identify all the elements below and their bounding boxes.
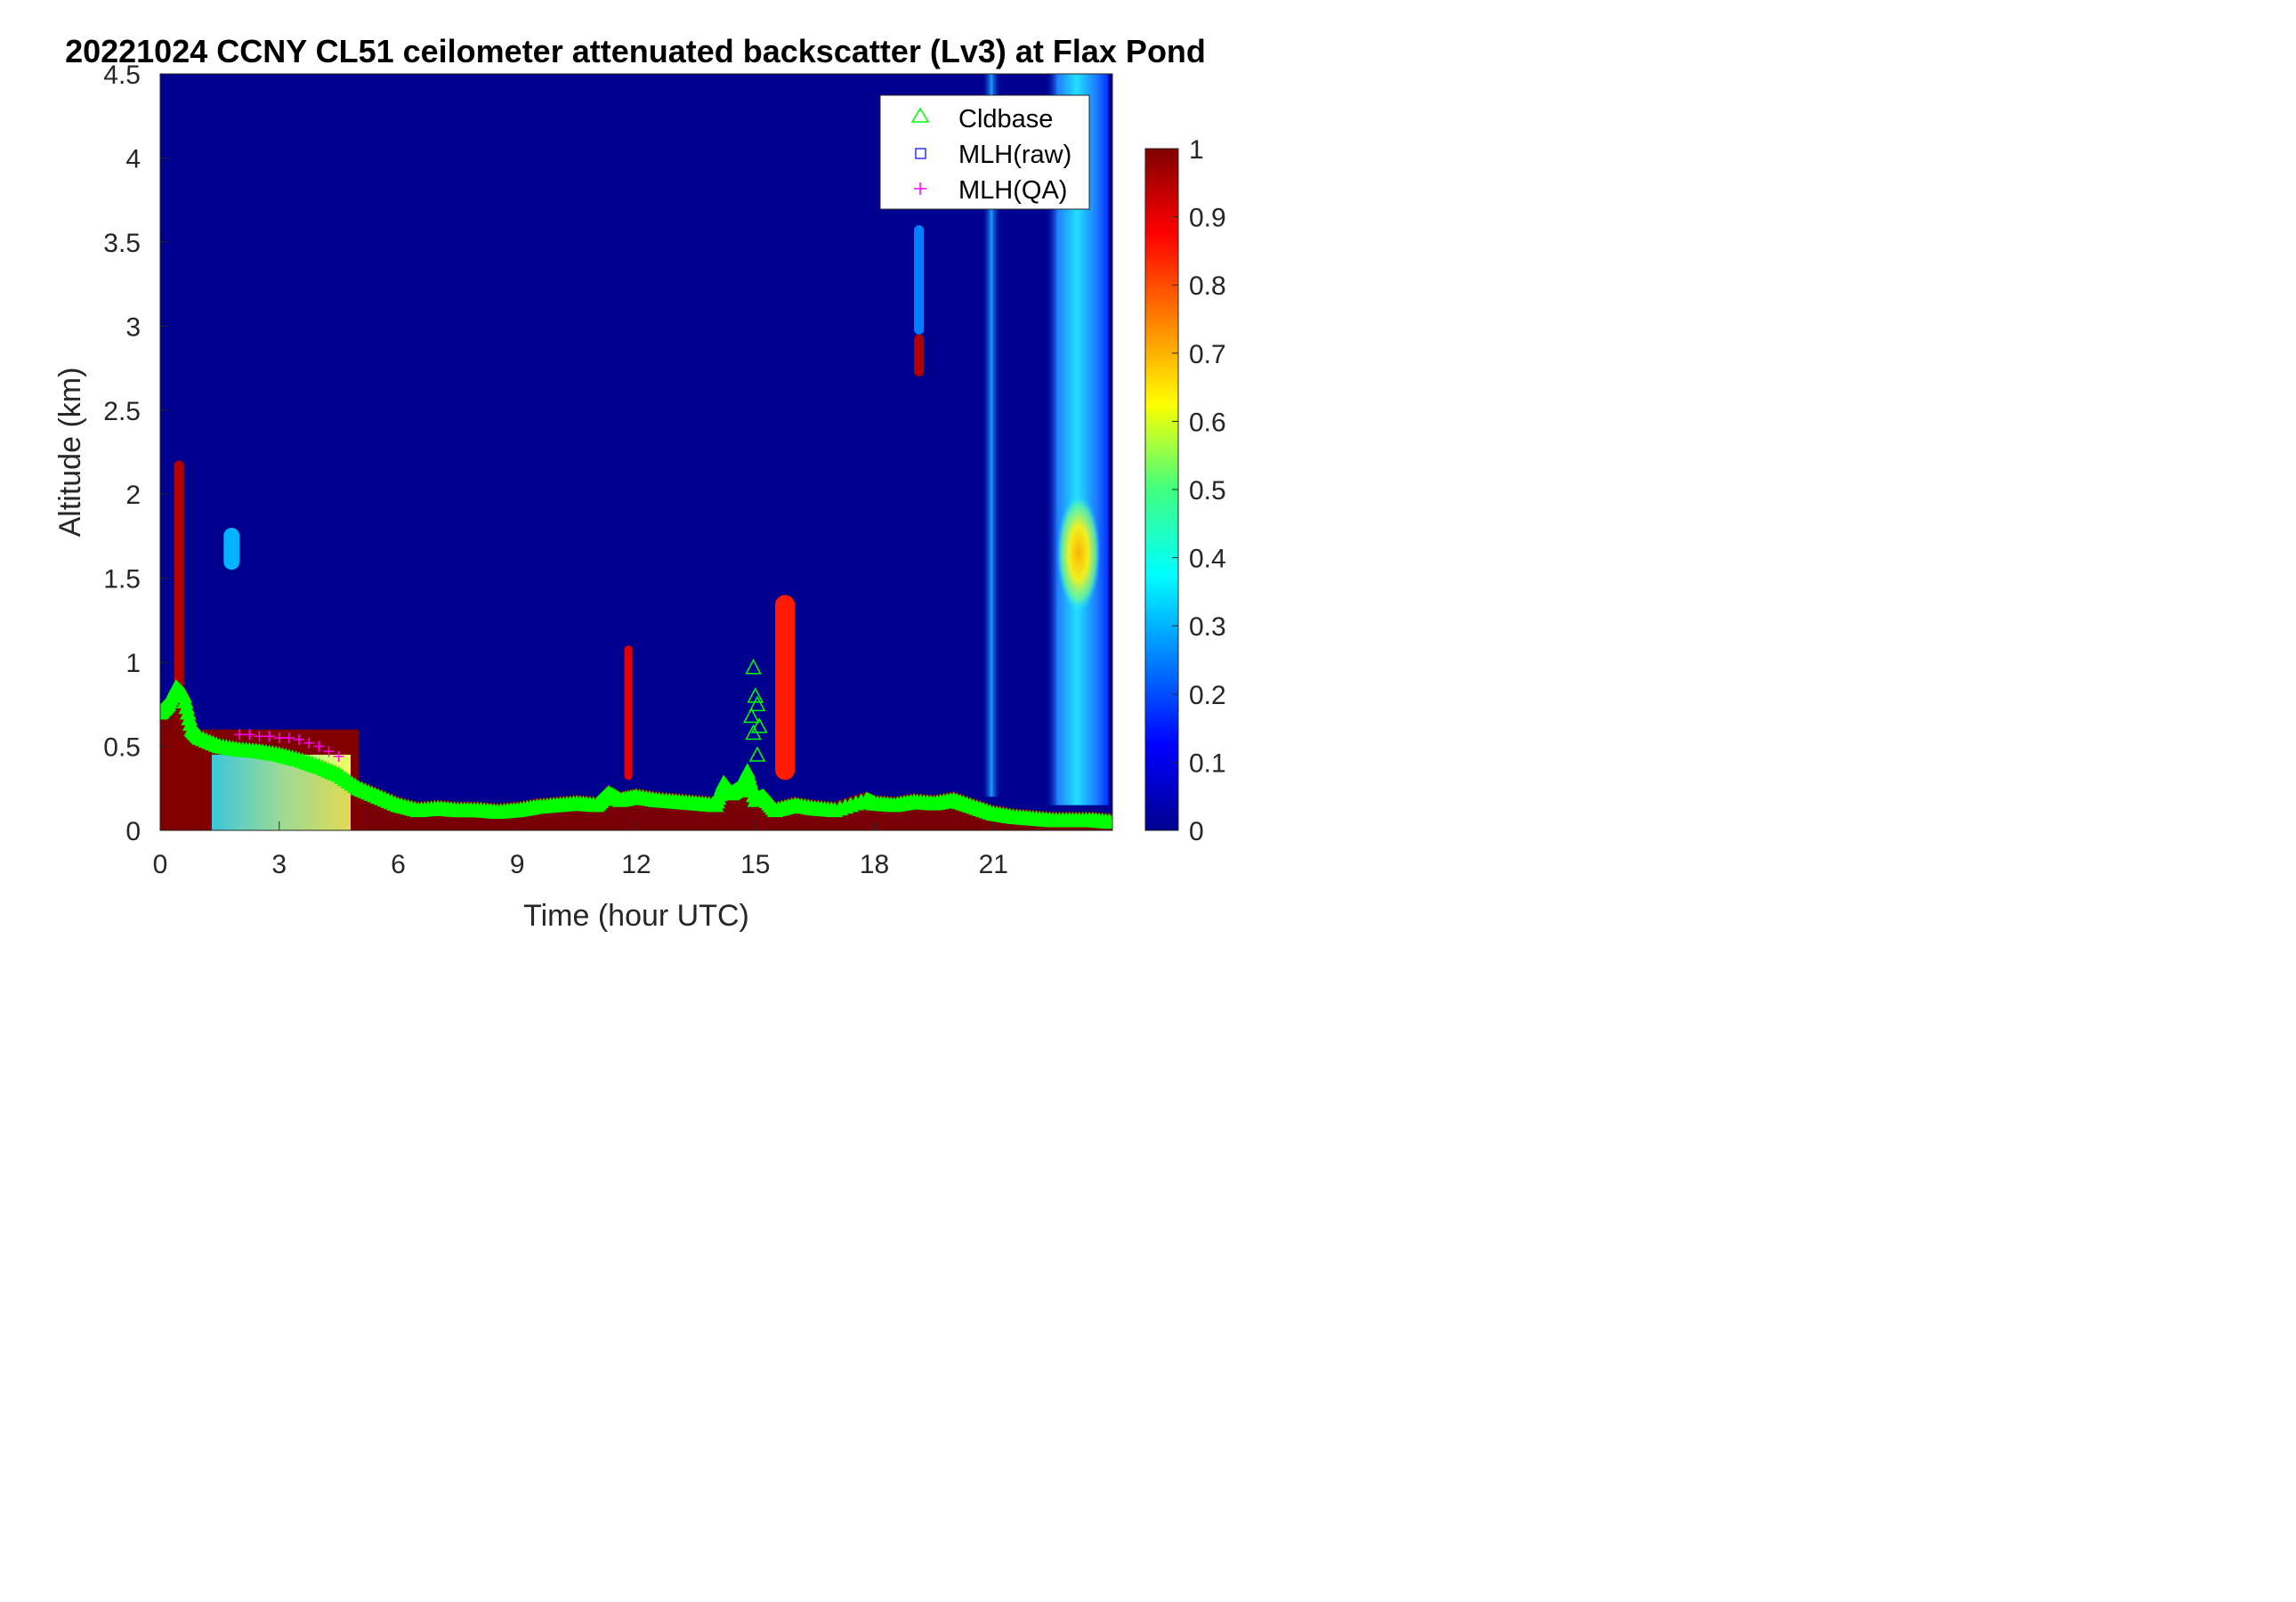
mlh-qa-point [333,750,344,762]
plus-marker-icon [914,182,926,195]
x-tick-label: 6 [391,850,406,879]
colorbar-tick-label: 0.6 [1189,408,1226,437]
y-tick-label: 1 [125,649,141,678]
y-tick-label: 3.5 [103,229,141,258]
y-tick-label: 0 [125,817,141,846]
backscatter-region [981,74,1002,797]
colorbar-tick-label: 0 [1189,817,1204,846]
cldbase-point [1104,813,1112,829]
x-tick-label: 21 [979,850,1008,879]
colorbar-tick-label: 0.4 [1189,545,1226,574]
colorbar-tick-label: 0.1 [1189,748,1226,778]
figure: 20221024 CCNY CL51 ceilometer attenuated… [53,33,1226,933]
y-tick-label: 4 [125,144,141,174]
x-axis-label: Time (hour UTC) [523,899,749,933]
x-tick-label: 15 [740,850,770,879]
mlh-qa-point [313,740,325,752]
y-axis-label: Altitude (km) [53,368,87,538]
cldbase-point [745,724,762,740]
cldbase-point [748,746,766,762]
mlh-qa-point [303,737,315,748]
legend-box [879,94,1090,210]
y-tick-label: 3 [125,312,141,342]
mlh-qa-point [263,731,275,742]
legend-entry-cldbase: Cldbase [910,105,1053,134]
colorbar-ticks: 0 0.1 0.2 0.3 0.4 0.5 0.6 0.7 0.8 0.9 1 [1172,135,1226,846]
data-markers [160,659,1112,829]
x-tick-label: 3 [271,850,287,879]
cldbase-point [748,695,766,712]
colorbar-tick-label: 0.3 [1189,612,1226,642]
mlh-qa-point [254,731,265,742]
legend-entry-mlh-raw: MLH(raw) [915,141,1071,169]
cldbase-point [750,717,768,733]
backscatter-region [775,595,796,781]
y-tick-label: 0.5 [103,733,141,763]
cldbase-point [745,659,762,675]
colorbar-tick-label: 0.8 [1189,271,1226,301]
legend-entry-mlh-qa: MLH(QA) [914,176,1067,205]
colorbar-tick-label: 1 [1189,135,1204,165]
backscatter-region [914,225,925,335]
square-marker-icon [915,148,926,159]
mlh-qa-point [294,734,305,745]
legend-label: Cldbase [958,105,1053,134]
x-tick-label: 9 [510,850,525,879]
mlh-qa-point [273,732,285,744]
colorbar-tick-label: 0.2 [1189,681,1226,710]
x-tick-label: 0 [153,850,168,879]
y-axis: 0 0.5 1 1.5 2 2.5 3 3.5 4 4.5 [103,61,169,846]
legend-label: MLH(QA) [958,176,1067,205]
cldbase-point [743,707,760,724]
backscatter-region [914,334,925,376]
y-tick-label: 2.5 [103,397,141,426]
mlh-qa-point [323,746,335,757]
y-tick-label: 1.5 [103,565,141,595]
colorbar-tick-label: 0.9 [1189,204,1226,233]
y-tick-label: 4.5 [103,61,141,90]
x-axis: 0 3 6 9 12 15 18 21 [153,821,1008,879]
backscatter-region [223,528,240,570]
mlh-qa-point [244,729,255,740]
backscatter-region [624,645,633,781]
backscatter-region [174,460,184,730]
mlh-qa-point [234,729,246,740]
x-tick-label: 12 [621,850,651,879]
colorbar-tick-label: 0.5 [1189,476,1226,506]
mlh-qa-point [283,732,295,744]
legend: Cldbase MLH(raw) MLH(QA) [879,94,1090,210]
chart-title: 20221024 CCNY CL51 ceilometer attenuated… [65,33,1206,69]
x-tick-label: 18 [860,850,889,879]
backscatter-region [1056,494,1101,612]
legend-label: MLH(raw) [958,141,1071,169]
y-tick-label: 2 [125,481,141,510]
colorbar: 0 0.1 0.2 0.3 0.4 0.5 0.6 0.7 0.8 0.9 1 [1144,135,1226,846]
triangle-marker-icon [910,107,930,123]
colorbar-tick-label: 0.7 [1189,340,1226,369]
